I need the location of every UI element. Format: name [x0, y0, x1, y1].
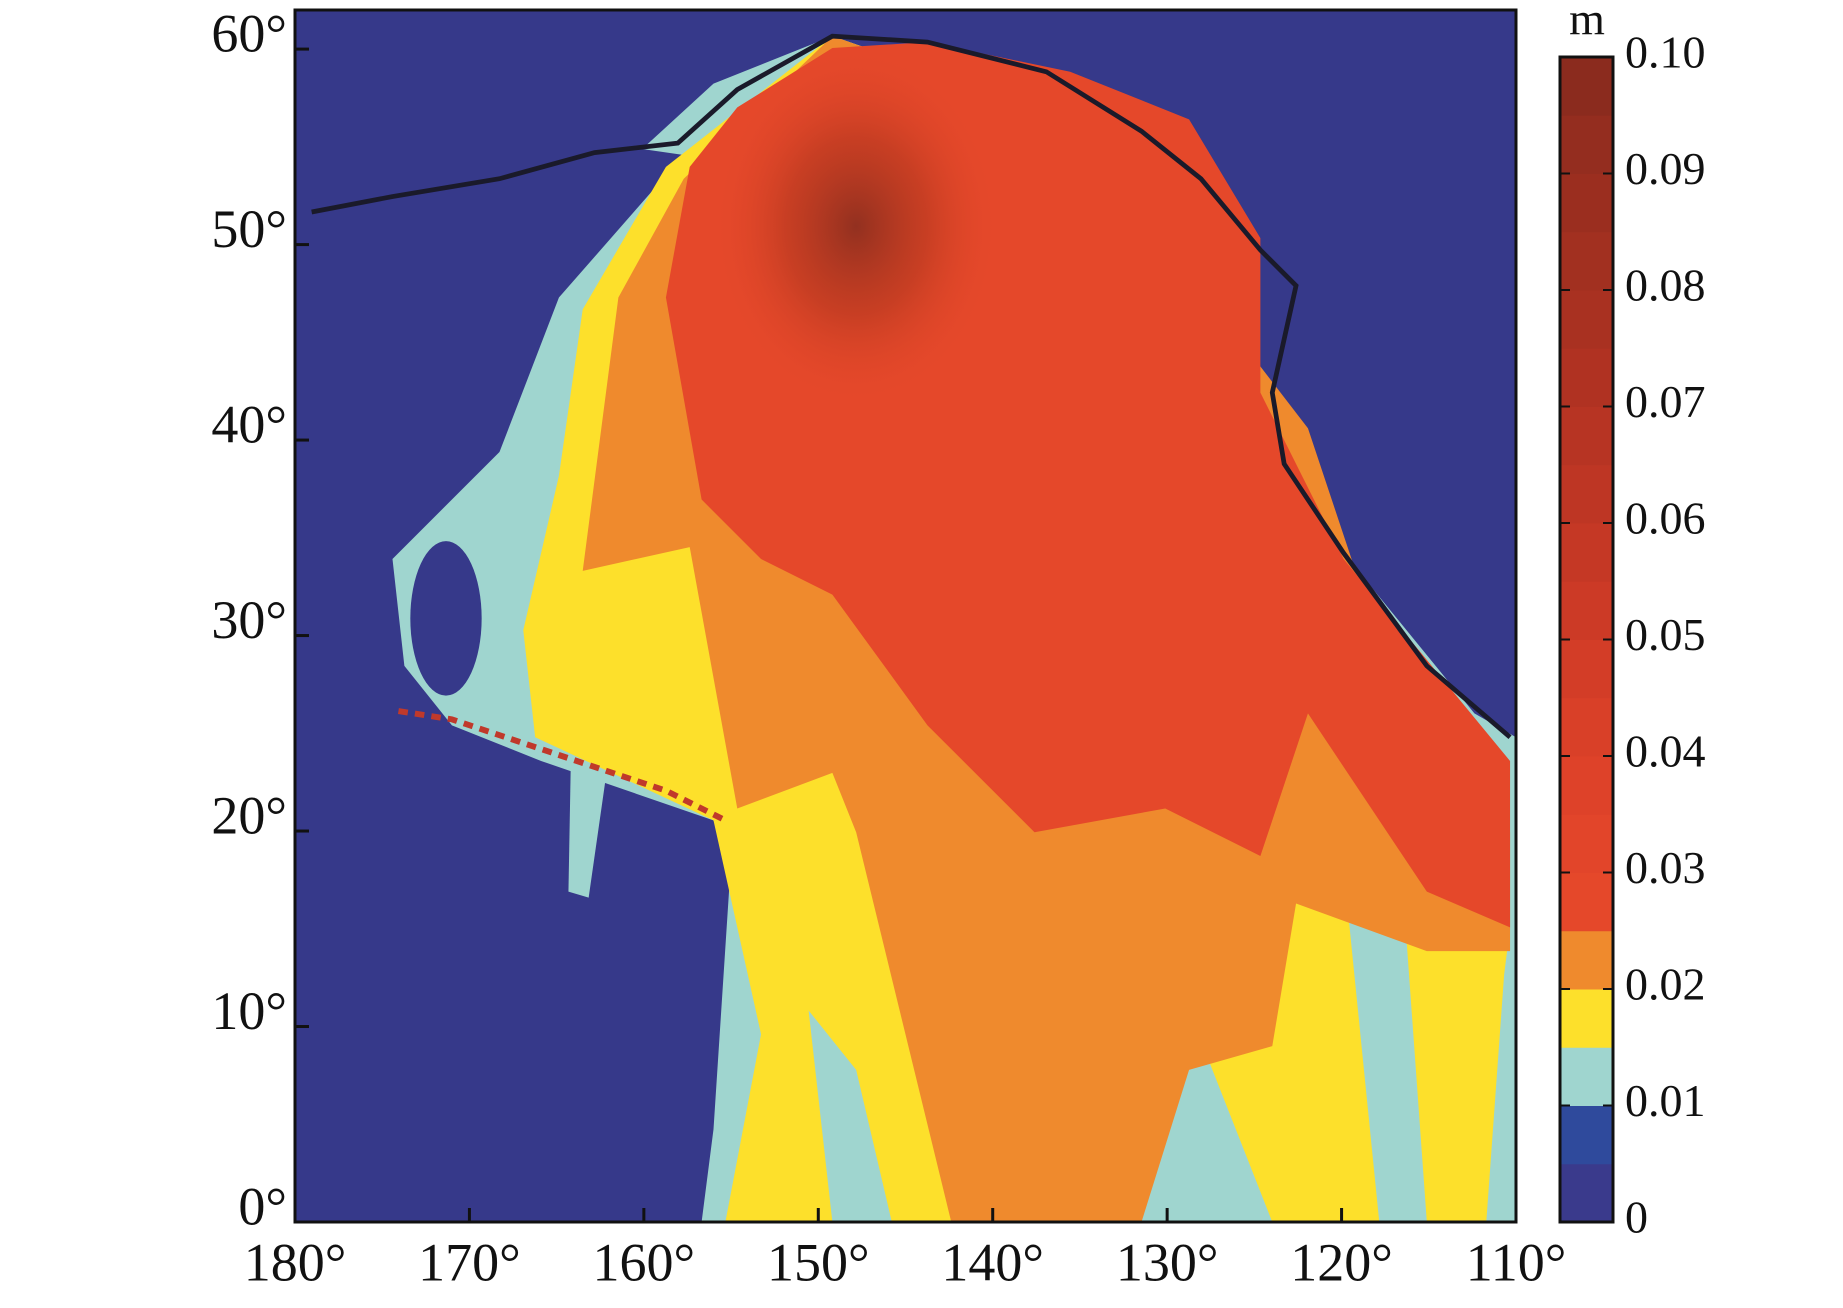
x-tick-label: 170° [418, 1232, 521, 1292]
colorbar-segment [1560, 1105, 1613, 1165]
colorbar-tick-label: 0.01 [1625, 1075, 1706, 1126]
x-tick-label: 120° [1290, 1232, 1393, 1292]
island-arc [397, 708, 727, 824]
colorbar-segment [1560, 348, 1613, 407]
colorbar-tick-label: 0.02 [1625, 959, 1706, 1010]
colorbar-unit: m [1569, 0, 1605, 45]
colorbar-segment [1560, 231, 1613, 291]
coastline [311, 33, 1512, 740]
x-tick-label: 110° [1466, 1232, 1567, 1292]
colorbar-tick-label: 0.08 [1625, 260, 1706, 311]
colorbar-segment [1560, 756, 1613, 815]
x-tick-label: 130° [1116, 1232, 1219, 1292]
y-tick-label: 20° [211, 785, 287, 845]
colorbar-tick-label: 0.10 [1625, 27, 1706, 78]
colorbar-segment [1560, 814, 1613, 873]
colorbar-segment [1560, 872, 1613, 932]
colorbar-segment [1560, 697, 1613, 757]
colorbar-tick-label: 0 [1625, 1192, 1648, 1243]
colorbar-segment [1560, 1047, 1613, 1106]
colorbar-tick-label: 0.09 [1625, 143, 1706, 194]
y-tick-label: 50° [211, 199, 287, 259]
colorbar-segment [1560, 57, 1613, 116]
y-tick-label: 40° [211, 394, 287, 454]
x-tick-label: 160° [593, 1232, 696, 1292]
zone-teal-streak [568, 760, 607, 898]
colorbar-segment [1560, 290, 1613, 349]
hole [410, 541, 482, 696]
colorbar-segment [1560, 581, 1613, 640]
colorbar-segment [1560, 1163, 1613, 1223]
colorbar-segment [1560, 173, 1613, 233]
colorbar-segment [1560, 639, 1613, 699]
y-tick-label: 10° [211, 981, 287, 1041]
colorbar-tick-label: 0.07 [1625, 376, 1706, 427]
zone-teal-finger [1343, 867, 1427, 1222]
colorbar-tick-label: 0.06 [1625, 493, 1706, 544]
map-frame [293, 8, 1518, 1224]
x-tick-label: 180° [244, 1232, 347, 1292]
colorbar-segment [1560, 115, 1613, 174]
y-tick-label: 60° [211, 3, 287, 63]
y-tick-label: 30° [211, 590, 287, 650]
colorbar-segment [1560, 930, 1613, 990]
colorbar-tick-label: 0.05 [1625, 609, 1706, 660]
x-tick-label: 140° [941, 1232, 1044, 1292]
colorbar-tick-label: 0.03 [1625, 842, 1706, 893]
colorbar-segment [1560, 464, 1613, 524]
colorbar-segment [1560, 989, 1613, 1048]
colorbar-segment [1560, 406, 1613, 466]
colorbar-tick-label: 0.04 [1625, 726, 1706, 777]
y-tick-label: 0° [238, 1176, 287, 1236]
colorbar-segment [1560, 523, 1613, 582]
map-field [295, 10, 1516, 1222]
x-tick-label: 150° [767, 1232, 870, 1292]
amplitude-core [713, 48, 999, 405]
